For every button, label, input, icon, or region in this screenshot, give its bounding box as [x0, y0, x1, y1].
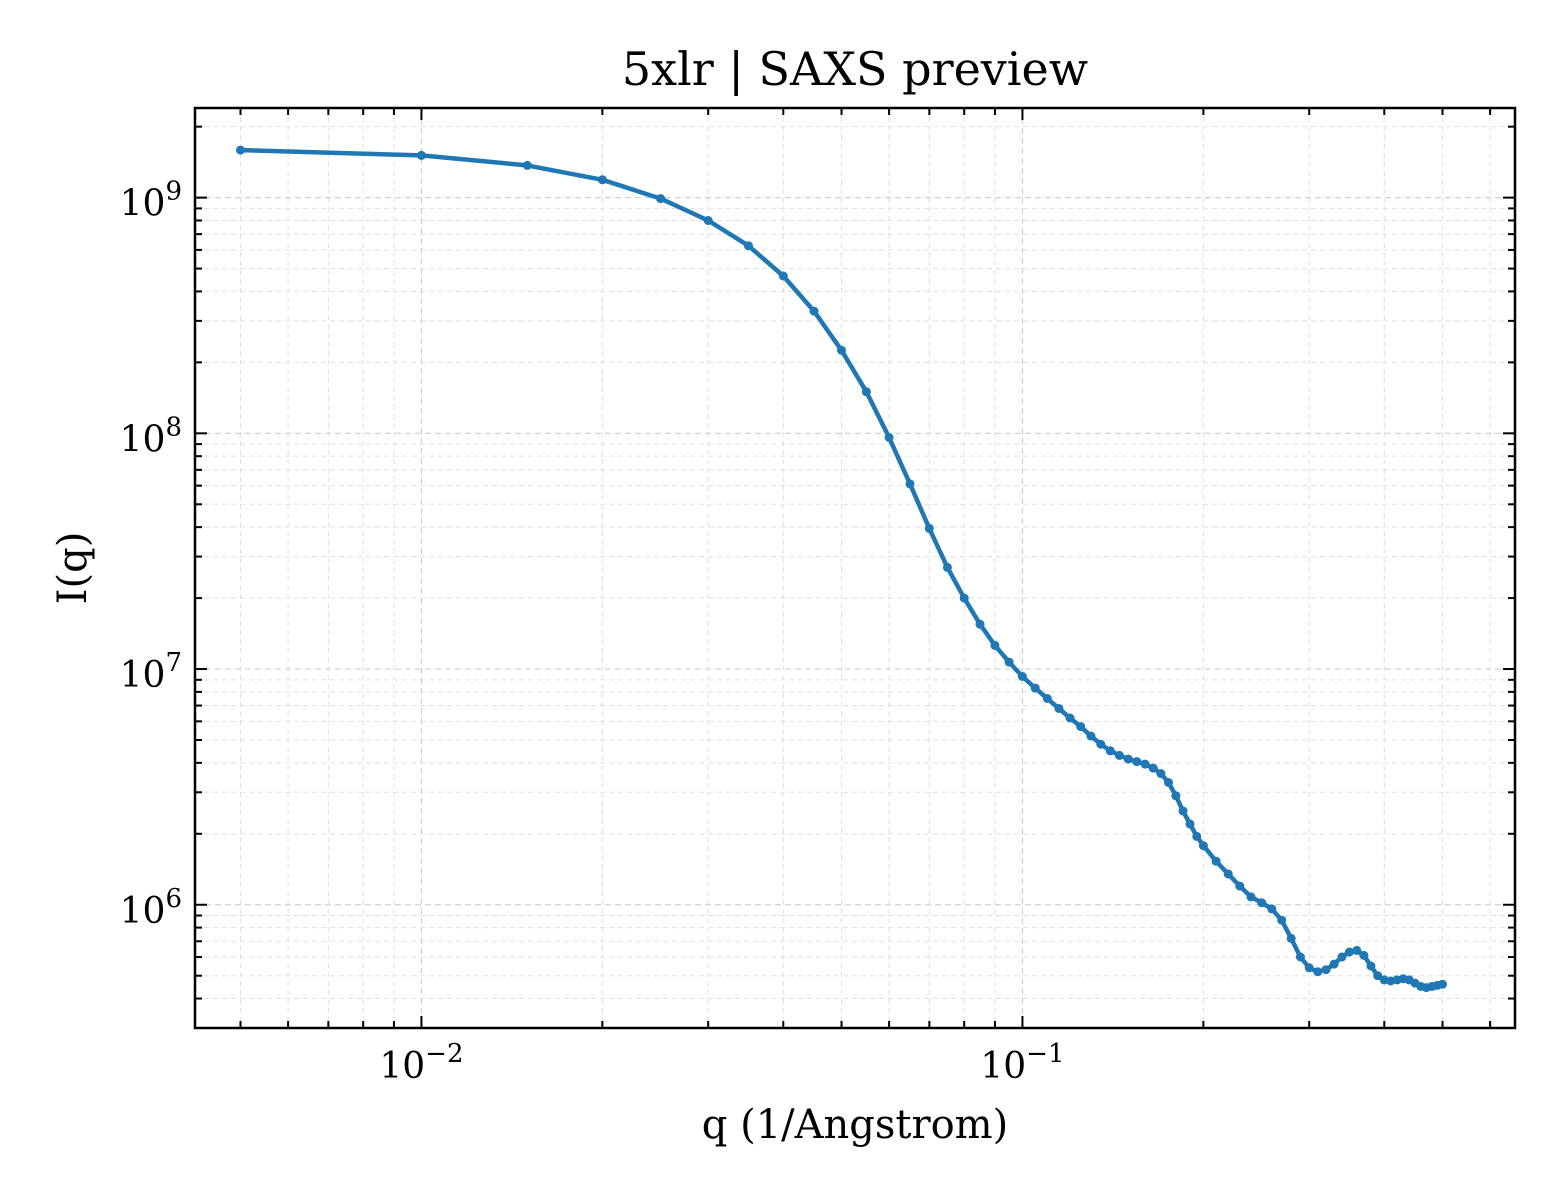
data-point	[1132, 757, 1142, 767]
data-point	[905, 479, 915, 489]
data-point	[884, 433, 894, 442]
data-point	[1286, 933, 1296, 943]
data-point	[1235, 881, 1245, 891]
data-point	[861, 387, 871, 397]
data-point	[809, 306, 819, 316]
data-point	[1366, 961, 1376, 971]
data-point	[1223, 869, 1233, 879]
axis-ticks	[195, 108, 1515, 1029]
data-point	[975, 619, 985, 629]
data-point	[1321, 965, 1331, 975]
data-point	[597, 175, 607, 185]
data-point	[1304, 963, 1314, 973]
data-point	[1148, 763, 1158, 773]
data-point	[1140, 759, 1150, 769]
y-tick-label: 108	[120, 412, 182, 460]
data-point	[1030, 683, 1040, 693]
data-point	[656, 194, 666, 204]
data-point	[1004, 657, 1014, 667]
data-point	[837, 345, 846, 355]
plot-frame	[193, 106, 1517, 1030]
y-tick-label: 107	[120, 648, 182, 696]
x-tick-label: 10−1	[980, 1039, 1064, 1087]
data-point	[1373, 971, 1383, 981]
data-point	[1164, 778, 1173, 787]
tick-labels: 10−2 10−1 106 107 108 109	[120, 177, 1065, 1087]
data-point	[1156, 769, 1166, 779]
data-point	[1344, 947, 1354, 957]
data-point	[1352, 945, 1362, 955]
data-point	[1185, 819, 1195, 829]
data-point	[1277, 915, 1287, 925]
y-tick-label: 106	[120, 884, 182, 932]
series-line	[240, 147, 1444, 990]
data-point	[1267, 904, 1277, 914]
y-tick-label: 109	[120, 177, 182, 225]
y-axis-label: I(q)	[50, 532, 96, 605]
data-point	[1086, 731, 1096, 741]
data-point	[1295, 952, 1305, 962]
data-point	[1076, 722, 1086, 732]
data-point	[1114, 750, 1124, 760]
data-point	[1105, 746, 1115, 756]
data-point	[1246, 892, 1256, 902]
data-point	[522, 160, 532, 170]
data-point	[778, 271, 788, 281]
data-series	[236, 145, 1447, 993]
data-point	[924, 523, 934, 533]
data-point	[1438, 979, 1447, 989]
grid-lines	[195, 108, 1515, 1029]
data-point	[1096, 739, 1106, 749]
data-point	[1211, 856, 1221, 866]
data-point	[1329, 959, 1339, 969]
data-point	[236, 145, 245, 155]
data-point	[1065, 713, 1075, 723]
data-point	[1257, 898, 1267, 908]
data-point	[1017, 672, 1027, 681]
data-point	[703, 216, 713, 225]
x-tick-label: 10−2	[379, 1039, 463, 1087]
data-point	[942, 562, 952, 572]
data-point	[1313, 967, 1323, 977]
data-point	[1054, 704, 1064, 713]
data-point	[990, 640, 1000, 650]
data-point	[1171, 791, 1181, 801]
data-point	[1192, 831, 1202, 841]
chart-title: 5xlr | SAXS preview	[622, 42, 1088, 96]
x-axis-label: q (1/Angstrom)	[702, 1102, 1008, 1148]
data-point	[959, 593, 969, 603]
data-point	[1178, 806, 1188, 816]
data-point	[1337, 952, 1347, 962]
data-point	[416, 150, 426, 160]
data-point	[1123, 754, 1133, 764]
data-point	[1198, 841, 1208, 851]
data-point	[743, 241, 753, 251]
data-point	[1042, 694, 1052, 703]
data-point	[1359, 950, 1369, 960]
